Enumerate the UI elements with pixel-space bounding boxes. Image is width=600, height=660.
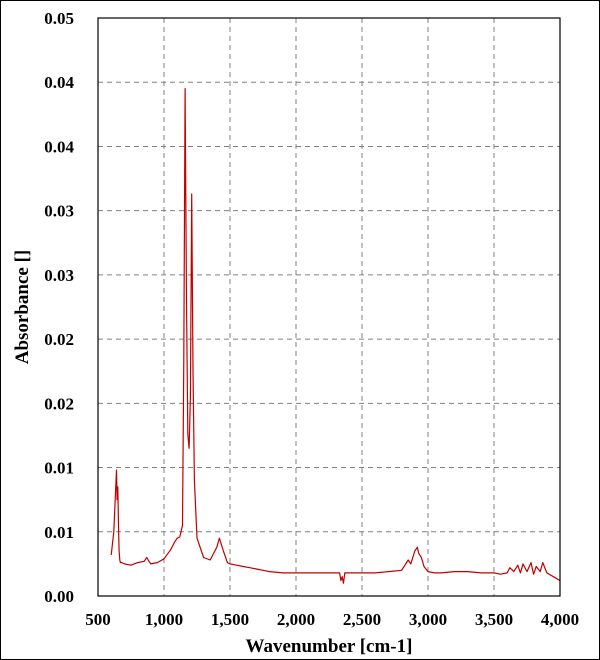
y-tick-label: 0.03	[44, 202, 74, 221]
x-tick-label: 500	[85, 610, 111, 629]
x-tick-label: 1,500	[211, 610, 249, 629]
x-axis-title: Wavenumber [cm-1]	[246, 636, 413, 657]
y-tick-label: 0.01	[44, 459, 74, 478]
x-tick-label: 2,500	[343, 610, 381, 629]
x-tick-label: 2,000	[277, 610, 315, 629]
x-tick-label: 4,000	[541, 610, 579, 629]
y-tick-label: 0.01	[44, 523, 74, 542]
y-tick-label: 0.02	[44, 330, 74, 349]
y-tick-label: 0.05	[44, 9, 74, 28]
y-axis-title: Absorbance []	[12, 250, 33, 365]
y-tick-label: 0.03	[44, 266, 74, 285]
plot-area-border	[97, 17, 561, 597]
axes	[97, 17, 561, 597]
y-tick-label: 0.04	[44, 137, 74, 156]
x-tick-label: 3,000	[409, 610, 447, 629]
y-tick-label: 0.00	[44, 587, 74, 606]
grid-lines	[98, 18, 560, 596]
y-tick-label: 0.04	[44, 73, 74, 92]
absorbance-series-line	[110, 87, 561, 584]
x-tick-label: 1,000	[145, 610, 183, 629]
series-layer	[110, 87, 561, 584]
x-tick-label: 3,500	[475, 610, 513, 629]
y-tick-label: 0.02	[44, 394, 74, 413]
tick-labels: 500 1,000 1,500 2,000 2,500 3,000 3,500 4,000 0.…	[44, 9, 579, 629]
